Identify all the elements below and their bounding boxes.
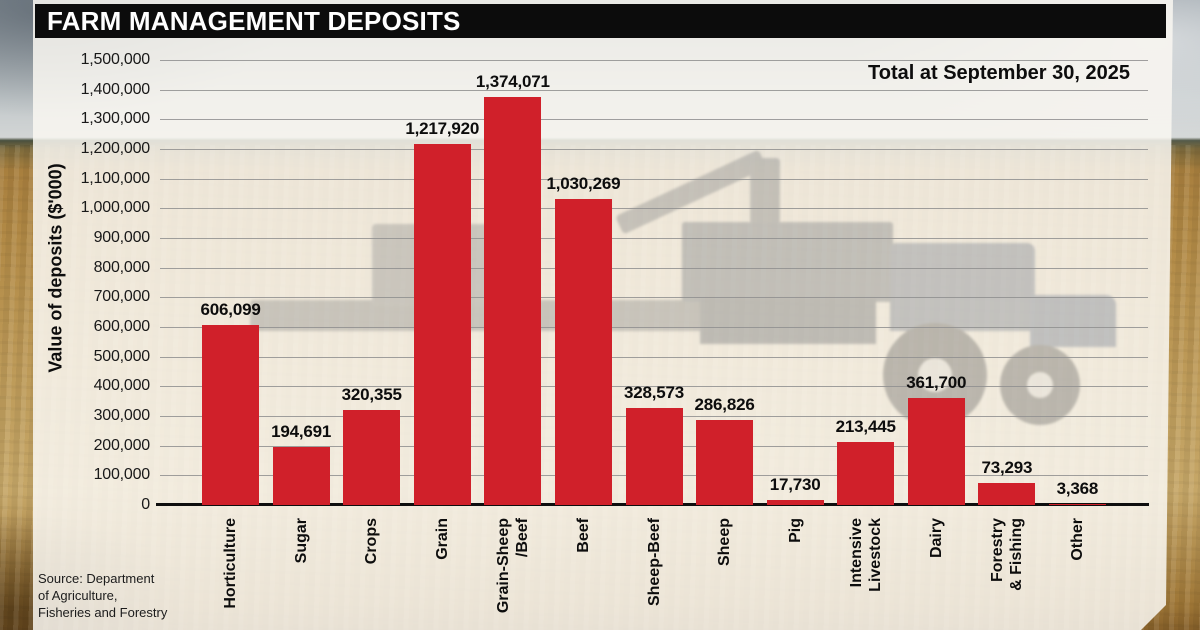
gridline bbox=[160, 356, 1148, 358]
x-tick-label: Intensive Livestock bbox=[847, 518, 884, 592]
bar bbox=[202, 325, 260, 505]
bar bbox=[343, 409, 401, 505]
y-tick-label: 300,000 bbox=[93, 407, 151, 424]
bar-value-label: 606,099 bbox=[200, 300, 261, 320]
gridline bbox=[160, 267, 1148, 269]
y-tick-label: 400,000 bbox=[93, 377, 151, 395]
x-tick-label: Grain-Sheep /Beef bbox=[494, 518, 531, 614]
x-tick-label: Sugar bbox=[292, 518, 310, 564]
y-tick-label: 1,500,000 bbox=[80, 51, 151, 68]
gridline bbox=[160, 208, 1148, 210]
y-tick-label: 200,000 bbox=[93, 436, 151, 454]
bar bbox=[1048, 504, 1106, 505]
page-title: FARM MANAGEMENT DEPOSITS bbox=[47, 5, 461, 36]
y-tick-label: 1,000,000 bbox=[80, 199, 151, 217]
y-tick-label: 1,200,000 bbox=[80, 140, 151, 157]
bar bbox=[413, 143, 471, 505]
y-tick-label: 1,400,000 bbox=[80, 80, 151, 98]
bar bbox=[272, 447, 330, 505]
gridline bbox=[160, 119, 1148, 121]
bar-value-label: 213,445 bbox=[835, 416, 896, 436]
bar bbox=[766, 499, 824, 505]
bar bbox=[554, 199, 612, 505]
y-tick-label: 100,000 bbox=[93, 466, 151, 484]
gridline bbox=[160, 238, 1148, 239]
bar bbox=[484, 97, 542, 505]
gridline bbox=[160, 149, 1148, 150]
bar-value-label: 3,368 bbox=[1056, 479, 1099, 498]
x-tick-label: Crops bbox=[363, 518, 381, 565]
x-tick-label: Sheep-Beef bbox=[645, 518, 663, 607]
x-tick-label: Forestry & Fishing bbox=[988, 518, 1025, 591]
bar-value-label: 1,374,071 bbox=[475, 72, 550, 92]
bar-value-label: 320,355 bbox=[341, 384, 402, 404]
y-tick-label: 900,000 bbox=[93, 229, 151, 246]
y-tick-label: 1,300,000 bbox=[80, 110, 151, 128]
gridline bbox=[160, 178, 1148, 180]
bar-value-label: 194,691 bbox=[271, 422, 332, 442]
source-note: Source: Department of Agriculture, Fishe… bbox=[38, 571, 168, 620]
bar-value-label: 361,700 bbox=[906, 372, 967, 392]
bar-value-label: 328,573 bbox=[623, 382, 685, 402]
bar bbox=[837, 441, 895, 505]
y-tick-label: 800,000 bbox=[93, 258, 151, 276]
y-tick-label: 700,000 bbox=[93, 288, 151, 306]
bar-value-label: 1,217,920 bbox=[405, 118, 480, 138]
gridline bbox=[160, 89, 1148, 91]
bar-value-label: 17,730 bbox=[769, 474, 821, 494]
y-tick-label: 0 bbox=[141, 496, 150, 513]
gridline bbox=[160, 327, 1148, 328]
y-tick-label: 500,000 bbox=[93, 347, 151, 365]
title-bar: FARM MANAGEMENT DEPOSITS bbox=[35, 4, 1166, 38]
bar bbox=[978, 483, 1036, 505]
bar bbox=[907, 397, 965, 505]
bar bbox=[696, 419, 754, 505]
x-tick-label: Horticulture bbox=[222, 518, 240, 609]
x-tick-label: Grain bbox=[433, 518, 451, 560]
bar-value-label: 286,826 bbox=[694, 394, 755, 414]
x-tick-label: Other bbox=[1068, 518, 1086, 561]
y-tick-label: 600,000 bbox=[93, 318, 151, 335]
x-tick-label: Sheep bbox=[716, 518, 734, 567]
gridline bbox=[160, 60, 1148, 61]
gridline bbox=[160, 297, 1148, 299]
bar bbox=[625, 407, 683, 505]
gridline bbox=[160, 386, 1148, 388]
y-tick-label: 1,100,000 bbox=[80, 169, 151, 187]
x-tick-label: Pig bbox=[786, 518, 804, 543]
x-tick-label: Beef bbox=[574, 518, 592, 553]
bar-value-label: 1,030,269 bbox=[546, 174, 621, 194]
bar-value-label: 73,293 bbox=[981, 458, 1033, 478]
x-tick-label: Dairy bbox=[927, 518, 945, 559]
date-annotation: Total at September 30, 2025 bbox=[868, 62, 1130, 84]
